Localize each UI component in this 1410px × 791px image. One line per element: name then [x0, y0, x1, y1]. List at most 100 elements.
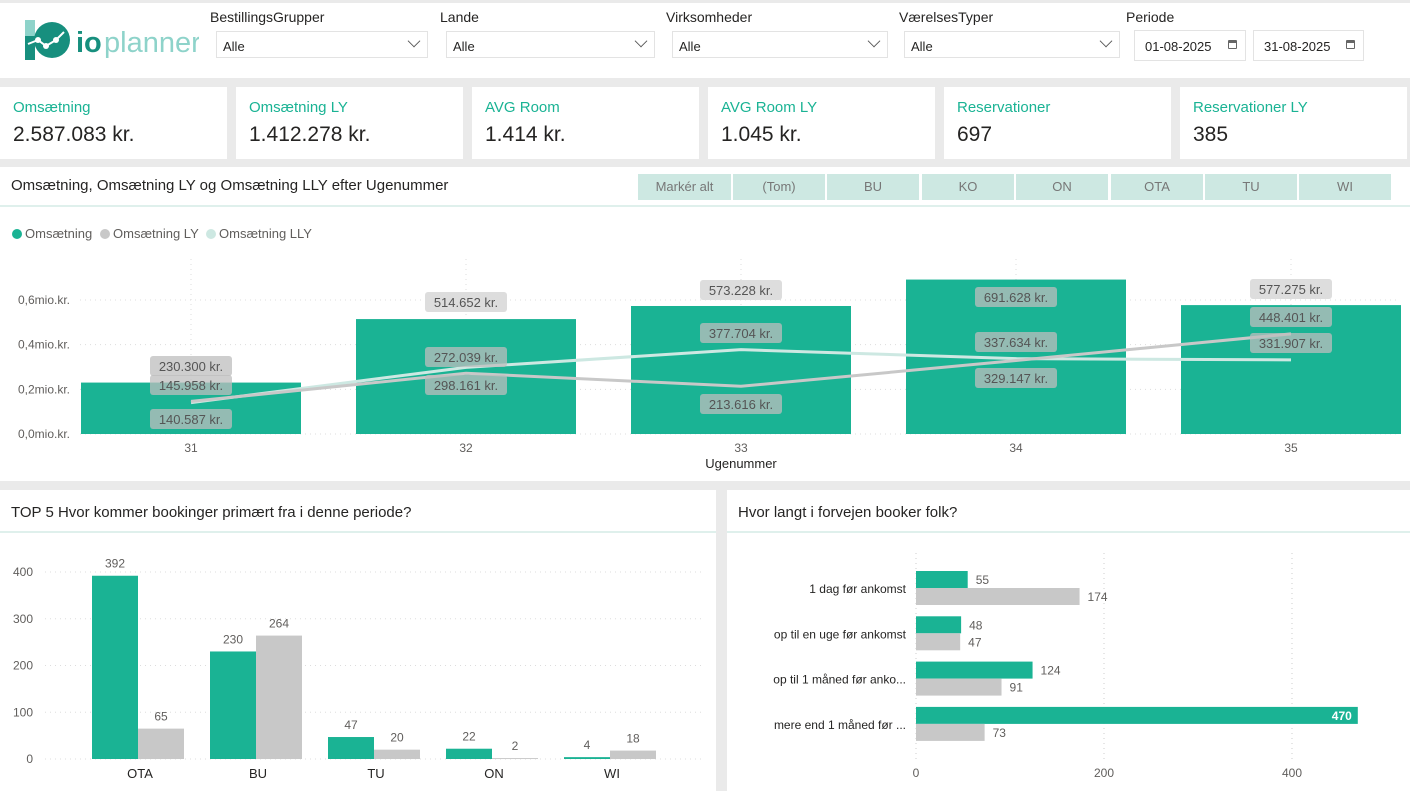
data-label: 20	[390, 731, 404, 745]
legend-label: Omsætning	[25, 226, 92, 241]
data-label-bg	[700, 394, 782, 414]
divider	[0, 205, 1410, 207]
x-tick-label: OTA	[127, 766, 153, 781]
data-label-bg	[150, 356, 232, 376]
slicer-chip[interactable]: BU	[827, 174, 919, 200]
x-tick-label: 35	[1284, 441, 1298, 455]
y-category-label: mere end 1 måned før ...	[774, 718, 906, 732]
x-tick-label: BU	[249, 766, 267, 781]
kpi-card: Reservationer LY 385	[1180, 87, 1407, 159]
data-label-bg	[975, 287, 1057, 307]
kpi-value: 2.587.083 kr.	[13, 123, 135, 146]
date-to-value: 31-08-2025	[1264, 39, 1331, 54]
bar-current	[916, 616, 962, 634]
data-label: 65	[154, 710, 168, 724]
data-label: 298.161 kr.	[434, 378, 498, 393]
filter-dropdown[interactable]: Alle	[216, 31, 428, 58]
kpi-card: Omsætning LY 1.412.278 kr.	[236, 87, 463, 159]
kpi-title: Reservationer LY	[1193, 99, 1308, 116]
chevron-down-icon	[1099, 34, 1113, 48]
slicer-chip[interactable]: OTA	[1111, 174, 1203, 200]
x-tick-label: 200	[1094, 766, 1114, 780]
bar-current	[328, 737, 374, 759]
legend-label: Omsætning LY	[113, 226, 199, 241]
x-tick-label: TU	[367, 766, 384, 781]
lead-time-chart-panel	[727, 490, 1410, 791]
line-omsaetning-ly	[190, 332, 1292, 403]
periode-label: Periode	[1126, 9, 1175, 25]
data-label: 577.275 kr.	[1259, 282, 1323, 297]
bar-ly	[492, 758, 538, 759]
data-label: 145.958 kr.	[159, 378, 223, 393]
data-label: 392	[105, 557, 125, 571]
data-label: 55	[976, 573, 990, 587]
filter-value: Alle	[911, 39, 933, 54]
date-from-input[interactable]: 01-08-2025	[1134, 30, 1246, 61]
data-label-bg	[975, 332, 1057, 352]
y-category-label: 1 dag før ankomst	[809, 582, 906, 596]
line-omsaetning-lly	[190, 348, 1292, 405]
bar-ly	[610, 750, 656, 759]
data-label: 691.628 kr.	[984, 290, 1048, 305]
slicer-chip[interactable]: ON	[1016, 174, 1108, 200]
data-label: 264	[269, 617, 289, 631]
y-tick-label: 200	[13, 659, 33, 673]
slicer-chip[interactable]: (Tom)	[733, 174, 825, 200]
bar-current	[92, 575, 138, 759]
filter-dropdown[interactable]: Alle	[446, 31, 655, 58]
kpi-title: Omsætning	[13, 99, 91, 116]
slicer-chip[interactable]: Markér alt	[638, 174, 731, 200]
x-axis-title: Ugenummer	[705, 456, 777, 471]
x-tick-label: WI	[604, 766, 620, 781]
data-label: 470	[1332, 709, 1352, 723]
calendar-icon[interactable]	[1228, 40, 1237, 49]
kpi-value: 697	[957, 123, 993, 146]
filter-label: BestillingsGrupper	[210, 9, 325, 25]
filter-dropdown[interactable]: Alle	[672, 31, 888, 58]
bar-ly	[138, 728, 184, 759]
kpi-title: AVG Room	[485, 99, 560, 116]
bar-current	[916, 706, 1358, 724]
bar-current	[564, 757, 610, 759]
data-label: 174	[1088, 590, 1108, 604]
data-label: 514.652 kr.	[434, 295, 498, 310]
revenue-chart-title: Omsætning, Omsætning LY og Omsætning LLY…	[11, 177, 449, 194]
filter-dropdown[interactable]: Alle	[904, 31, 1120, 58]
x-tick-label: 400	[1282, 766, 1302, 780]
data-label-bg	[150, 409, 232, 429]
y-category-label: op til 1 måned før anko...	[773, 673, 906, 687]
data-label: 4	[584, 738, 591, 752]
data-label: 272.039 kr.	[434, 350, 498, 365]
kpi-card: AVG Room 1.414 kr.	[472, 87, 699, 159]
bar-current	[916, 661, 1033, 679]
data-label: 47	[344, 718, 358, 732]
data-label: 91	[1010, 681, 1024, 695]
kpi-title: AVG Room LY	[721, 99, 818, 116]
date-from-value: 01-08-2025	[1145, 39, 1212, 54]
data-label: 22	[462, 730, 476, 744]
ioplanner-logo: io planner	[24, 18, 201, 62]
kpi-value: 1.414 kr.	[485, 123, 566, 146]
filter-value: Alle	[679, 39, 701, 54]
slicer-chip[interactable]: KO	[922, 174, 1014, 200]
data-label-bg	[975, 368, 1057, 388]
calendar-icon[interactable]	[1346, 40, 1355, 49]
data-label: 573.228 kr.	[709, 283, 773, 298]
x-tick-label: 0	[913, 766, 920, 780]
date-to-input[interactable]: 31-08-2025	[1253, 30, 1364, 61]
kpi-card: Reservationer 697	[944, 87, 1171, 159]
y-tick-label: 0,4mio.kr.	[18, 338, 70, 352]
data-label: 47	[968, 635, 982, 649]
revenue-chart: Omsætning Omsætning LY Omsætning LLY 0,0mio…	[12, 226, 1401, 471]
slicer-chip[interactable]: TU	[1205, 174, 1297, 200]
y-category-label: op til en uge før ankomst	[774, 627, 907, 641]
y-tick-label: 300	[13, 612, 33, 626]
data-label: 2	[512, 739, 519, 753]
bar-ly	[256, 635, 302, 759]
legend-marker	[100, 229, 110, 239]
slicer-chip[interactable]: WI	[1299, 174, 1391, 200]
svg-text:io: io	[76, 27, 102, 59]
data-label-bg	[700, 323, 782, 343]
data-label: 18	[626, 732, 640, 746]
data-label: 329.147 kr.	[984, 371, 1048, 386]
